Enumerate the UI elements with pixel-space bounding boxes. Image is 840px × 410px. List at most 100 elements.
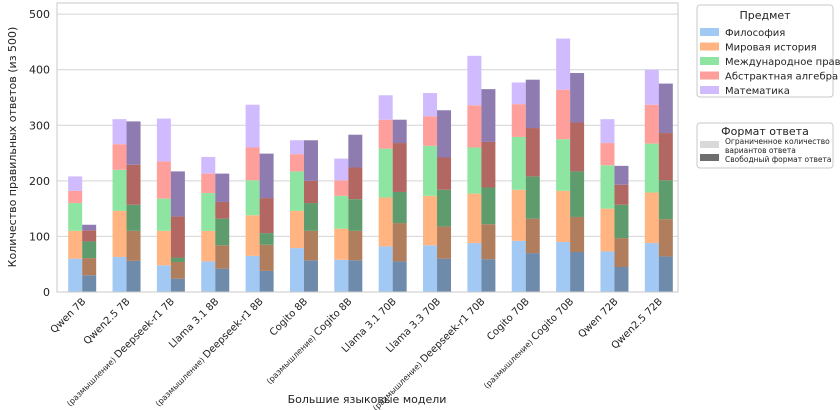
bar-segment-mc — [378, 119, 393, 149]
y-tick-label: 0 — [43, 286, 50, 299]
bar-segment-mc — [68, 176, 83, 191]
bar-segment-free — [570, 251, 585, 292]
bar-segment-free — [392, 223, 407, 262]
bar-segment-free — [215, 268, 230, 292]
bar-segment-free — [348, 199, 363, 231]
bar-segment-free — [481, 187, 496, 225]
bar-segment-free — [82, 241, 97, 259]
bar-segment-free — [170, 171, 185, 217]
bar-segment-free — [259, 244, 274, 271]
bar-segment-free — [348, 167, 363, 200]
bar-segment-free — [437, 189, 452, 227]
bar-segment-mc — [112, 256, 127, 292]
bar-segment-mc — [68, 190, 83, 204]
bar-segment-free — [658, 83, 673, 134]
bar-segment-free — [82, 258, 97, 276]
bar-segment-mc — [289, 154, 304, 172]
format-free-swatch — [700, 154, 719, 161]
bar-segment-free — [570, 73, 585, 123]
bar-segment-mc — [68, 203, 83, 231]
bar-segment-free — [215, 245, 230, 269]
bar-segment-mc — [334, 228, 349, 260]
y-tick-label: 500 — [29, 8, 50, 21]
y-tick-label: 200 — [29, 175, 50, 188]
bar-segment-mc — [511, 189, 526, 241]
bar-segment-mc — [156, 118, 171, 162]
bar-segment-free — [570, 216, 585, 252]
bar-segment-mc — [378, 148, 393, 198]
bar-segment-free — [658, 180, 673, 220]
bar-segment-free — [303, 203, 318, 231]
bar-segment-mc — [600, 119, 615, 144]
bar-segment-free — [392, 261, 407, 292]
bar-segment-mc — [467, 105, 482, 148]
bar-segment-mc — [112, 144, 127, 170]
bar-segment-free — [303, 180, 318, 204]
y-tick-label: 400 — [29, 64, 50, 77]
bar-segment-mc — [245, 215, 260, 256]
bar-segment-free — [170, 216, 185, 258]
bar-segment-free — [170, 261, 185, 279]
bar-segment-mc — [378, 197, 393, 247]
bar-segment-free — [82, 275, 97, 292]
bar-segment-mc — [467, 55, 482, 106]
bar-segment-free — [570, 122, 585, 172]
bar-segment-free — [348, 230, 363, 261]
subject-legend: Предмет Философия Мировая история Междунар… — [696, 4, 840, 98]
bar-segment-mc — [467, 193, 482, 244]
bar-segment-free — [525, 253, 540, 292]
bar-segment-free — [215, 173, 230, 202]
bar-segment-mc — [289, 171, 304, 211]
bar-segment-mc — [600, 251, 615, 292]
bar-segment-mc — [556, 139, 571, 191]
bar-segment-mc — [600, 165, 615, 209]
bar-segment-free — [437, 157, 452, 190]
bar-segment-mc — [245, 180, 260, 216]
bar-segment-mc — [511, 136, 526, 190]
bar-segment-mc — [644, 243, 659, 292]
format-free-label: Свободный формат ответа — [725, 155, 831, 164]
bar-segment-mc — [556, 38, 571, 90]
bar-segment-mc — [156, 161, 171, 199]
bar-segment-mc — [423, 116, 438, 146]
bar-segment-free — [658, 256, 673, 292]
bar-segment-free — [570, 171, 585, 217]
bar-segment-free — [348, 260, 363, 292]
format-mc-label-1: Ограниченное количество — [725, 137, 830, 146]
bar-segment-mc — [201, 230, 216, 262]
format-legend: Формат ответа Ограниченное количество ва… — [696, 122, 834, 169]
format-mc-label-2: вариантов ответа — [725, 146, 796, 155]
bar-segment-free — [481, 224, 496, 260]
format-legend-title: Формат ответа — [721, 125, 809, 138]
bar-segment-mc — [201, 193, 216, 231]
legend-label: Философия — [725, 28, 785, 39]
bar-segment-free — [259, 153, 274, 199]
bar-segment-mc — [156, 198, 171, 231]
legend-swatch — [700, 42, 719, 51]
bar-segment-mc — [467, 243, 482, 292]
bar-segment-mc — [600, 143, 615, 166]
bar-segment-free — [170, 278, 185, 292]
bar-segment-free — [82, 224, 97, 231]
y-tick-label: 300 — [29, 119, 50, 132]
bar-segment-free — [614, 184, 629, 205]
bar-segment-free — [437, 110, 452, 158]
bar-segment-free — [614, 204, 629, 239]
bars — [68, 38, 673, 292]
bar-segment-free — [658, 219, 673, 257]
legend-label: Мировая история — [725, 43, 817, 54]
bar-segment-free — [303, 260, 318, 292]
x-tick-label: (размышление) Cogito 70B — [481, 296, 576, 391]
bar-segment-free — [259, 198, 274, 234]
bar-segment-mc — [245, 104, 260, 148]
bar-segment-free — [525, 218, 540, 254]
bar-segment-free — [215, 218, 230, 246]
legend-label: Абстрактная алгебра — [725, 72, 838, 83]
x-tick-label: (размышление) Cogito 8B — [264, 296, 354, 386]
bar-segment-mc — [644, 192, 659, 244]
bar-segment-mc — [156, 230, 171, 266]
bar-segment-free — [126, 260, 141, 292]
bar-segment-mc — [112, 119, 127, 145]
bar-segment-mc — [201, 156, 216, 174]
